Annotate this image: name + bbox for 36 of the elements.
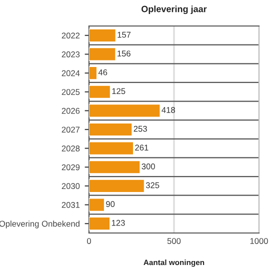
data-label: 418 [162,107,175,113]
data-label: 325 [146,182,160,188]
bar [89,160,140,174]
bar [89,216,110,230]
data-label: 300 [142,163,155,170]
data-label: 261 [135,144,148,151]
y-tick-label: 2023 [62,51,80,58]
bar [89,85,111,99]
data-label: 156 [118,50,130,56]
y-tick-label: 2029 [62,164,80,170]
data-label: 123 [112,220,125,226]
data-label: 90 [106,201,115,208]
y-tick-label: 2026 [62,108,80,114]
y-tick-label: 2024 [62,70,80,76]
data-label: 253 [134,126,147,132]
y-tick-label: 2027 [62,126,80,133]
bar [89,142,134,156]
x-tick-label: 0 [87,238,91,244]
y-tick-label: 2025 [62,89,80,95]
y-tick-label: 2030 [62,183,80,190]
chart-title: Oplevering jaar [142,6,207,14]
y-tick-label: 2028 [62,146,80,152]
data-label: 125 [112,88,126,94]
bar [89,66,98,80]
bar [89,122,132,136]
y-tick-label: 2031 [62,202,80,208]
bar [89,179,145,193]
bar [89,28,116,42]
y-tick-label: 2022 [62,32,80,39]
bar [89,104,160,118]
x-tick-label: 1000 [250,238,268,244]
bar [89,47,116,61]
data-label: 157 [118,32,131,38]
bar [89,198,105,212]
x-tick-label: 500 [167,238,181,244]
data-label: 46 [98,69,108,76]
